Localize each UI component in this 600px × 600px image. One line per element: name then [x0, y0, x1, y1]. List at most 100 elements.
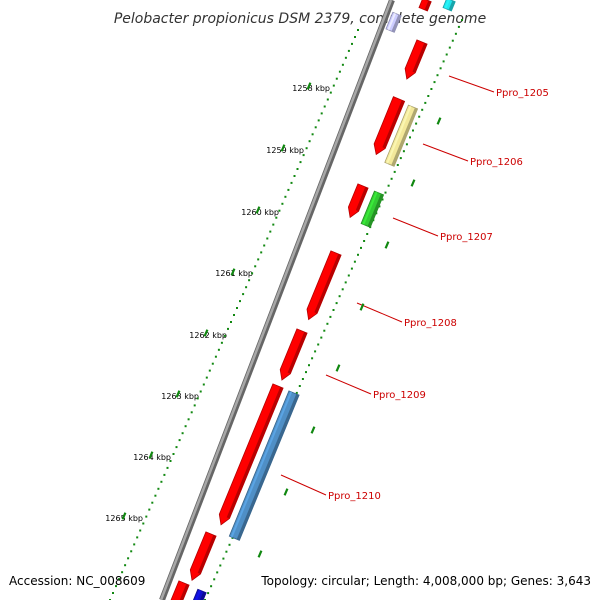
gene-label-ppro-1205[interactable]: Ppro_1205 [496, 88, 549, 99]
track-dot [187, 418, 190, 421]
track-dot [205, 376, 208, 379]
track-dot [121, 571, 124, 574]
track-dot [442, 60, 445, 63]
gene-ppro-1210[interactable] [228, 390, 300, 541]
track-dot [335, 302, 338, 305]
outer-dot-track [109, 29, 359, 600]
track-dot [314, 126, 317, 129]
gene-features [169, 0, 456, 600]
tick-label-1264: 1264 kbp [133, 453, 171, 462]
track-dot [157, 487, 160, 490]
track-dot [393, 170, 396, 173]
track-dot [248, 279, 251, 282]
track-dot [216, 571, 219, 574]
track-dot [351, 42, 353, 45]
track-dot [199, 390, 202, 393]
backbone-highlight [159, 0, 393, 600]
gene-navy-bottom[interactable] [192, 588, 207, 600]
track-dot [357, 253, 359, 256]
track-dot [335, 77, 338, 80]
track-dot [222, 557, 225, 560]
track-dot [412, 129, 414, 132]
track-dot [148, 508, 151, 511]
gene-red-bottom-2[interactable] [169, 580, 190, 600]
track-dot [421, 108, 424, 111]
track-dot [266, 237, 269, 240]
track-dot [281, 202, 284, 205]
tick-mark [230, 268, 365, 311]
tick-label-1259: 1259 kbp [266, 146, 304, 155]
gene-red-bottom[interactable] [189, 531, 217, 582]
track-dot [287, 188, 290, 191]
map-title: Pelobacter propionicus DSM 2379, complet… [114, 11, 486, 27]
genome-summary: Topology: circular; Length: 4,008,000 bp… [261, 574, 591, 588]
track-dot [350, 267, 353, 270]
gene-ppro-1206-red[interactable] [373, 96, 406, 156]
track-dot [163, 473, 166, 476]
track-dot [175, 446, 178, 449]
tick-label-1258: 1258 kbp [292, 84, 330, 93]
track-dot [430, 88, 433, 90]
track-dot [220, 341, 223, 344]
gene-ppro-1208[interactable] [306, 250, 342, 321]
gene-label-ppro-1209[interactable]: Ppro_1209 [373, 390, 426, 401]
track-dot [298, 385, 301, 387]
gene-ppro-1210-red[interactable] [218, 383, 284, 526]
track-dot [424, 101, 427, 104]
track-dot [329, 315, 332, 318]
tick-mark [255, 206, 390, 249]
tick-mark [121, 512, 263, 558]
track-dot [211, 362, 214, 365]
leader-line-1210 [280, 474, 327, 496]
track-dot [210, 585, 213, 588]
track-dot [260, 251, 263, 254]
gene-label-ppro-1206[interactable]: Ppro_1206 [470, 157, 523, 168]
track-dot [320, 336, 323, 339]
track-dot [381, 198, 384, 201]
track-dot [228, 543, 231, 546]
gene-cyan-top[interactable] [442, 0, 456, 12]
track-dot [272, 223, 275, 226]
gene-label-ppro-1210[interactable]: Ppro_1210 [328, 491, 381, 502]
track-dot [217, 348, 220, 351]
gene-ppro-1207-red[interactable] [347, 183, 369, 219]
track-dot [396, 164, 399, 166]
track-dot [344, 56, 347, 59]
genome-backbone [159, 0, 395, 600]
track-dot [302, 154, 305, 157]
track-dot [454, 32, 457, 35]
leader-line-1209 [325, 374, 372, 395]
track-dot [323, 105, 326, 108]
track-dot [357, 29, 359, 31]
track-dot [341, 288, 344, 291]
gene-label-ppro-1208[interactable]: Ppro_1208 [404, 318, 457, 329]
track-dot [457, 25, 460, 28]
track-dot [295, 391, 298, 394]
gene-ppro-1207[interactable] [360, 190, 385, 228]
track-dot [136, 536, 139, 539]
gene-ppro-1205[interactable] [404, 39, 428, 80]
track-dot [390, 177, 393, 180]
track-dot [314, 350, 317, 353]
track-dot [344, 281, 347, 284]
track-dot [436, 74, 439, 77]
gene-lavender-top[interactable] [385, 11, 402, 33]
track-dot [178, 439, 181, 442]
track-dot [133, 543, 136, 546]
track-dot [112, 592, 114, 594]
track-dot [214, 355, 217, 358]
gene-red-top[interactable] [418, 0, 432, 12]
tick-mark [280, 144, 416, 187]
gene-ppro-1206[interactable] [384, 104, 419, 167]
track-dot [415, 122, 418, 125]
track-dot [115, 585, 117, 588]
gene-label-ppro-1207[interactable]: Ppro_1207 [440, 232, 493, 243]
track-dot [223, 334, 226, 337]
track-dot [326, 322, 329, 325]
track-dot [433, 81, 436, 84]
tick-mark [203, 329, 341, 372]
track-dot [308, 364, 310, 367]
gene-ppro-1209[interactable] [279, 328, 308, 381]
track-dot [269, 230, 272, 233]
